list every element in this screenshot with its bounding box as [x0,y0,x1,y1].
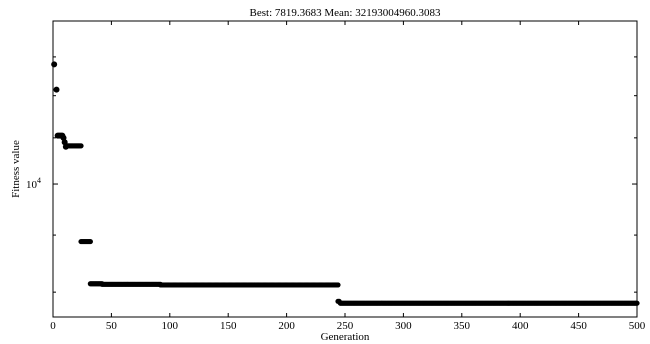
data-point [335,282,341,288]
y-axis-ticks: 104 [26,56,637,293]
data-point [634,300,640,306]
x-tick-label: 500 [629,320,646,332]
x-tick-label: 150 [220,320,237,332]
x-tick-label: 100 [162,320,179,332]
data-point [87,238,93,245]
x-tick-label: 50 [106,320,118,332]
data-point [53,86,60,93]
data-point-run [99,281,164,287]
x-tick-label: 400 [512,320,529,332]
x-tick-label: 250 [337,320,354,332]
y-axis-label: Fitness value [10,140,22,198]
data-point-run [157,282,341,288]
x-tick-label: 450 [570,320,587,332]
data-markers [51,61,640,306]
x-axis-ticks: 0 50 100 150 200 250 300 350 400 450 500 [50,21,646,332]
data-point-run [64,143,84,149]
data-point-run [78,238,93,245]
x-tick-label: 0 [50,320,56,332]
x-tick-label: 200 [278,320,295,332]
data-point [51,61,58,68]
y-tick-label: 104 [26,176,41,191]
chart-title: Best: 7819.3683 Mean: 32193004960.3083 [250,7,441,19]
x-tick-label: 300 [395,320,412,332]
x-axis-label: Generation [321,331,370,343]
data-point-run [337,300,640,306]
data-point [78,143,84,149]
plot-area-frame [52,20,638,318]
x-tick-label: 350 [454,320,471,332]
